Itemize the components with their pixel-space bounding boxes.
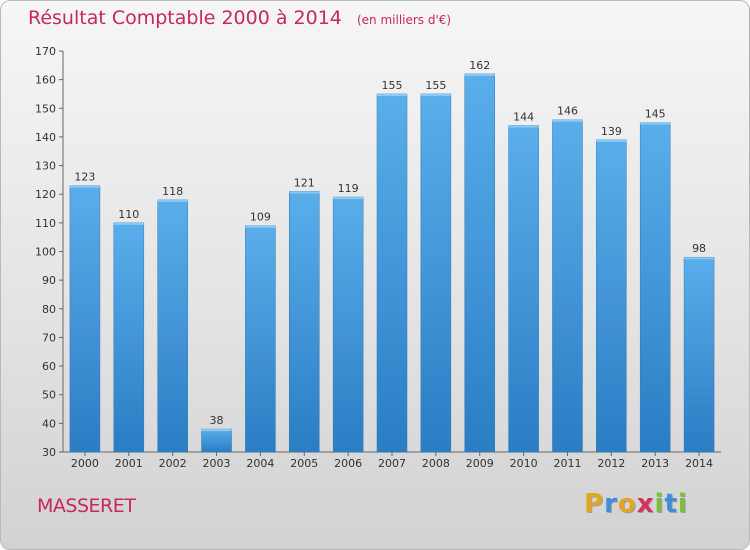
value-label-2009: 162 (469, 59, 490, 72)
logo-letter: P (584, 489, 605, 519)
value-label-2013: 145 (645, 108, 666, 121)
bar-highlight (113, 222, 144, 225)
bar-2011 (552, 119, 583, 453)
bar-highlight (245, 225, 276, 228)
x-tick-label-2001: 2001 (115, 457, 143, 470)
logo-letter: i (677, 489, 688, 519)
bar-highlight (333, 197, 364, 200)
y-tick-label: 150 (35, 102, 56, 115)
bar-highlight (464, 73, 495, 76)
bar-highlight (289, 191, 320, 194)
x-tick-label-2007: 2007 (378, 457, 406, 470)
x-tick-label-2004: 2004 (246, 457, 274, 470)
bar-highlight (596, 139, 627, 142)
value-label-2007: 155 (382, 79, 403, 92)
bar-2006 (332, 196, 364, 453)
bar-highlight (552, 119, 583, 122)
bar-2007 (376, 93, 408, 453)
y-tick-label: 160 (35, 74, 56, 87)
bar-highlight (640, 122, 671, 125)
x-tick-label-2014: 2014 (685, 457, 713, 470)
bar-2001 (113, 222, 145, 453)
logo-letter: x (636, 489, 655, 519)
chart-bars (69, 73, 715, 453)
value-label-2010: 144 (513, 110, 534, 123)
logo-letter: r (604, 489, 618, 519)
bar-2008 (420, 93, 452, 453)
logo-letter: i (654, 489, 665, 519)
chart-title-row: Résultat Comptable 2000 à 2014 (en milli… (28, 7, 451, 29)
bar-highlight (69, 185, 100, 188)
proxiti-logo[interactable]: Proxiti (584, 489, 688, 519)
bar-2012 (596, 139, 627, 453)
y-tick-label: 120 (35, 188, 56, 201)
bar-2014 (683, 256, 715, 453)
y-tick-label: 70 (42, 331, 56, 344)
x-tick-label-2000: 2000 (71, 457, 99, 470)
bar-highlight (157, 199, 188, 202)
value-label-2012: 139 (601, 125, 622, 138)
value-label-2006: 119 (338, 182, 359, 195)
bar-2009 (464, 73, 495, 453)
value-label-2008: 155 (425, 79, 446, 92)
x-tick-label-2002: 2002 (159, 457, 187, 470)
value-label-2000: 123 (74, 171, 95, 184)
y-tick-label: 110 (35, 217, 56, 230)
bar-highlight (377, 93, 407, 96)
bar-highlight (201, 429, 232, 432)
bar-2000 (69, 185, 101, 453)
y-tick-label: 170 (35, 45, 56, 58)
bar-2010 (508, 125, 539, 453)
logo-letter: o (617, 489, 637, 519)
logo-letter: t (664, 489, 678, 519)
x-tick-label-2006: 2006 (334, 457, 362, 470)
value-label-2011: 146 (557, 105, 578, 118)
value-label-2014: 98 (692, 242, 706, 255)
x-tick-label-2009: 2009 (466, 457, 494, 470)
x-tick-label-2013: 2013 (641, 457, 669, 470)
y-tick-label: 40 (42, 417, 56, 430)
bar-2004 (245, 225, 276, 453)
y-tick-label: 90 (42, 274, 56, 287)
bar-2005 (289, 191, 320, 453)
x-tick-label-2012: 2012 (597, 457, 625, 470)
y-tick-label: 100 (35, 246, 56, 259)
chart-title: Résultat Comptable 2000 à 2014 (28, 7, 342, 29)
bar-2002 (157, 199, 188, 453)
y-tick-label: 30 (42, 446, 56, 459)
chart-unit: (en milliers d'€) (356, 13, 452, 27)
value-label-2005: 121 (294, 176, 315, 189)
bar-highlight (508, 125, 539, 128)
commune-name: MASSERET (37, 495, 136, 517)
y-tick-label: 130 (35, 160, 56, 173)
bar-highlight (420, 93, 451, 96)
x-tick-label-2011: 2011 (553, 457, 581, 470)
bar-highlight (684, 257, 715, 260)
y-tick-label: 80 (42, 303, 56, 316)
y-tick-label: 50 (42, 389, 56, 402)
value-label-2004: 109 (250, 211, 271, 224)
x-tick-label-2003: 2003 (203, 457, 231, 470)
x-tick-label-2008: 2008 (422, 457, 450, 470)
y-tick-label: 140 (35, 131, 56, 144)
y-tick-label: 60 (42, 360, 56, 373)
bar-2003 (201, 428, 232, 453)
x-tick-label-2005: 2005 (290, 457, 318, 470)
x-tick-label-2010: 2010 (510, 457, 538, 470)
value-label-2002: 118 (162, 185, 183, 198)
value-label-2001: 110 (118, 208, 139, 221)
value-label-2003: 38 (210, 414, 224, 427)
chart-labels: 123 2000 110 2001 118 2002 38 2003 109 2004 121 200… (71, 59, 713, 470)
bar-2013 (639, 122, 671, 453)
